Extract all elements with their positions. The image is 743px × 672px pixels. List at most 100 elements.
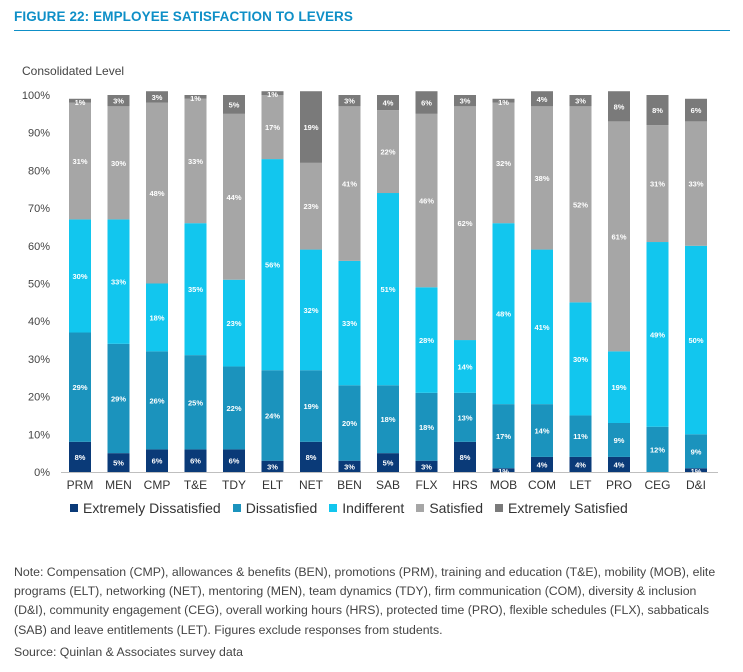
data-label: 19%	[303, 123, 318, 132]
x-tick-label: HRS	[452, 478, 477, 492]
x-tick-label: SAB	[376, 478, 400, 492]
y-tick-label: 30%	[28, 354, 50, 366]
bar-segment	[377, 110, 399, 194]
data-label: 3%	[460, 97, 471, 106]
data-label: 38%	[534, 174, 549, 183]
data-label: 30%	[72, 272, 87, 281]
x-tick-label: COM	[528, 478, 556, 492]
bar-segment	[107, 453, 130, 472]
y-tick-label: 10%	[28, 429, 50, 441]
bar-segment	[338, 460, 361, 472]
bar-segment	[646, 95, 669, 126]
chart-legend: Extremely Dissatisfied Dissatisfied Indiff…	[70, 500, 640, 516]
bar-segment	[184, 223, 207, 356]
bar-segment	[107, 106, 130, 220]
bar-segment	[608, 121, 630, 352]
x-tick-label: CMP	[144, 478, 171, 492]
y-tick-label: 80%	[28, 165, 50, 177]
figure-source: Source: Quinlan & Associates survey data	[14, 645, 243, 659]
x-tick-label: LET	[569, 478, 592, 492]
bar-segment	[338, 95, 361, 107]
bar-segment	[415, 460, 438, 472]
bar-segment	[454, 106, 476, 341]
data-label: 52%	[573, 200, 588, 209]
legend-label: Indifferent	[342, 500, 405, 516]
data-label: 41%	[534, 323, 549, 332]
data-label: 20%	[342, 419, 357, 428]
bar-segment	[261, 159, 284, 371]
data-label: 8%	[306, 453, 317, 462]
bar-segment	[146, 351, 168, 450]
legend-swatch	[495, 504, 504, 512]
bar-segment	[261, 91, 284, 95]
data-label: 32%	[496, 159, 511, 168]
bar-segment	[184, 355, 207, 450]
data-label: 31%	[72, 157, 87, 166]
bar-segment	[338, 106, 361, 261]
data-label: 3%	[113, 97, 124, 106]
x-tick-label: T&E	[184, 478, 207, 492]
data-label: 4%	[383, 99, 394, 108]
legend-label: Extremely Satisfied	[508, 500, 628, 516]
data-label: 33%	[342, 319, 357, 328]
y-tick-label: 50%	[28, 279, 50, 291]
bar-segment	[415, 113, 438, 288]
x-tick-label: CEG	[644, 478, 670, 492]
legend-item: Dissatisfied	[232, 500, 318, 516]
bar-segment	[531, 404, 553, 457]
data-label: 33%	[688, 180, 703, 189]
data-label: 25%	[188, 398, 203, 407]
data-label: 41%	[342, 180, 357, 189]
y-tick-label: 90%	[28, 128, 50, 140]
data-label: 1%	[267, 90, 278, 99]
data-label: 1%	[75, 98, 86, 107]
data-label: 26%	[149, 396, 164, 405]
bar-segment	[377, 95, 399, 111]
y-tick-label: 40%	[28, 316, 50, 328]
legend-label: Extremely Dissatisfied	[83, 500, 221, 516]
data-label: 19%	[303, 402, 318, 411]
data-label: 48%	[496, 310, 511, 319]
bar-segment	[608, 91, 630, 122]
x-tick-label: TDY	[222, 478, 246, 492]
data-label: 31%	[650, 180, 665, 189]
bar-segment	[261, 370, 284, 461]
bar-segment	[608, 422, 630, 457]
data-label: 4%	[537, 95, 548, 104]
data-label: 1%	[498, 98, 509, 107]
data-label: 23%	[226, 319, 241, 328]
data-label: 11%	[573, 432, 588, 441]
legend-item: Extremely Dissatisfied	[70, 500, 221, 516]
legend-item: Satisfied	[416, 500, 483, 516]
data-label: 4%	[614, 460, 625, 469]
x-tick-label: BEN	[337, 478, 362, 492]
data-label: 33%	[111, 278, 126, 287]
x-tick-label: MOB	[490, 478, 517, 492]
bar-segment	[377, 385, 399, 454]
data-label: 17%	[496, 432, 511, 441]
data-label: 6%	[229, 457, 240, 466]
bar-segment	[146, 283, 168, 352]
figure-title: FIGURE 22: EMPLOYEE SATISFACTION TO LEVE…	[14, 9, 353, 24]
x-tick-label: MEN	[105, 478, 132, 492]
data-label: 8%	[652, 106, 663, 115]
bar-segment	[223, 113, 245, 280]
data-label: 1%	[691, 467, 702, 476]
data-label: 9%	[691, 447, 702, 456]
bar-segment	[569, 415, 592, 457]
bar-segment	[338, 385, 361, 461]
bar-segment	[223, 449, 245, 472]
stacked-bar-chart: Consolidated Level 0% 10% 20% 30% 40% 50% 60% 70…	[22, 64, 718, 492]
data-label: 5%	[113, 459, 124, 468]
bar-segment	[69, 98, 91, 103]
legend-label: Dissatisfied	[245, 500, 318, 516]
data-label: 5%	[383, 459, 394, 468]
legend-item: Indifferent	[329, 500, 404, 516]
bar-segment	[531, 91, 553, 107]
data-label: 30%	[111, 159, 126, 168]
data-label: 3%	[344, 462, 355, 471]
data-label: 3%	[575, 97, 586, 106]
bar-segment	[492, 468, 515, 472]
bar-segment	[107, 219, 130, 344]
data-label: 12%	[650, 445, 665, 454]
